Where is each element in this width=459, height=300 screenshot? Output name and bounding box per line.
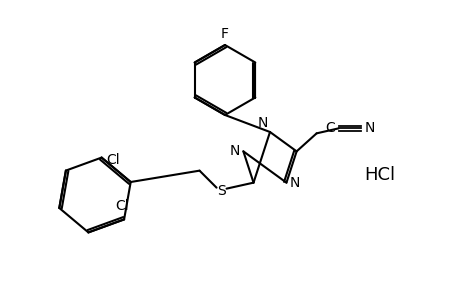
Text: Cl: Cl: [106, 153, 120, 166]
Text: Cl: Cl: [115, 200, 129, 213]
Text: C: C: [324, 121, 334, 135]
Text: N: N: [230, 144, 240, 158]
Text: N: N: [257, 116, 268, 130]
Text: S: S: [217, 184, 225, 198]
Text: F: F: [220, 27, 229, 41]
Text: HCl: HCl: [364, 166, 395, 184]
Text: N: N: [364, 121, 374, 135]
Text: N: N: [289, 176, 299, 190]
